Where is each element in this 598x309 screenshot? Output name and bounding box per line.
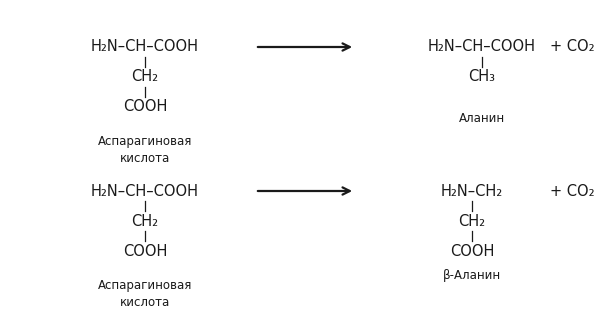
Text: H₂N–CH–COOH: H₂N–CH–COOH: [91, 184, 199, 198]
Text: CH₃: CH₃: [468, 70, 496, 84]
Text: CH₂: CH₂: [132, 214, 158, 228]
Text: COOH: COOH: [123, 99, 167, 115]
Text: CH₂: CH₂: [132, 70, 158, 84]
Text: Аспарагиновая
кислота: Аспарагиновая кислота: [98, 279, 192, 309]
Text: H₂N–CH–COOH: H₂N–CH–COOH: [91, 40, 199, 54]
Text: H₂N–CH₂: H₂N–CH₂: [441, 184, 503, 198]
Text: + CO₂: + CO₂: [550, 40, 594, 54]
Text: Аланин: Аланин: [459, 112, 505, 125]
Text: COOH: COOH: [450, 243, 494, 259]
Text: H₂N–CH–COOH: H₂N–CH–COOH: [428, 40, 536, 54]
Text: β-Аланин: β-Аланин: [443, 269, 501, 282]
Text: COOH: COOH: [123, 243, 167, 259]
Text: + CO₂: + CO₂: [550, 184, 594, 198]
Text: CH₂: CH₂: [459, 214, 486, 228]
Text: Аспарагиновая
кислота: Аспарагиновая кислота: [98, 135, 192, 165]
